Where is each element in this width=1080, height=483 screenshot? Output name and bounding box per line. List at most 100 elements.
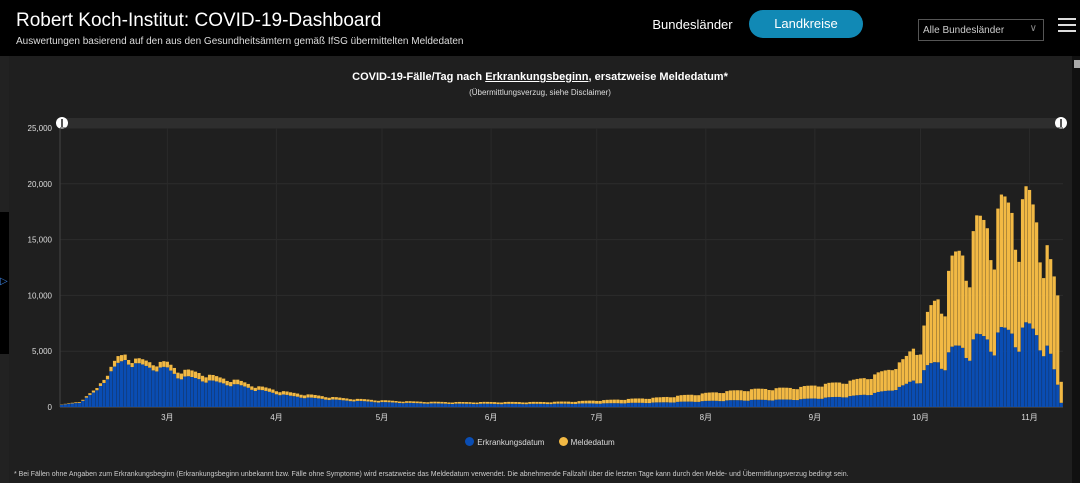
bar-erkrankung[interactable] xyxy=(985,339,989,407)
bar-erkrankung[interactable] xyxy=(317,398,321,407)
bar-erkrankung[interactable] xyxy=(1056,384,1060,407)
bar-erkrankung[interactable] xyxy=(176,378,180,407)
bar-erkrankung[interactable] xyxy=(725,400,729,407)
bar-melde[interactable] xyxy=(556,401,560,404)
bar-melde[interactable] xyxy=(661,397,666,403)
bar-melde[interactable] xyxy=(785,387,789,400)
bar-melde[interactable] xyxy=(528,401,532,404)
bar-melde[interactable] xyxy=(521,402,525,405)
bar-erkrankung[interactable] xyxy=(447,403,451,407)
bar-erkrankung[interactable] xyxy=(764,399,768,407)
bar-erkrankung[interactable] xyxy=(570,403,574,407)
bar-melde[interactable] xyxy=(144,360,148,366)
bar-erkrankung[interactable] xyxy=(116,362,120,407)
bar-erkrankung[interactable] xyxy=(936,362,940,407)
bar-melde[interactable] xyxy=(419,401,423,404)
bar-erkrankung[interactable] xyxy=(398,403,402,407)
bar-melde[interactable] xyxy=(148,362,152,368)
bar-melde[interactable] xyxy=(834,382,838,397)
bar-erkrankung[interactable] xyxy=(901,385,905,407)
bar-melde[interactable] xyxy=(514,401,518,404)
bar-melde[interactable] xyxy=(299,394,303,398)
bar-melde[interactable] xyxy=(243,382,247,387)
bar-erkrankung[interactable] xyxy=(658,402,662,407)
bar-melde[interactable] xyxy=(792,388,796,401)
bar-melde[interactable] xyxy=(257,386,261,390)
bar-melde[interactable] xyxy=(81,399,85,401)
bar-melde[interactable] xyxy=(461,401,465,404)
bar-melde[interactable] xyxy=(302,395,307,399)
bar-melde[interactable] xyxy=(1038,262,1042,351)
bar-melde[interactable] xyxy=(992,269,996,356)
bar-melde[interactable] xyxy=(950,255,954,347)
bar-melde[interactable] xyxy=(855,378,859,396)
bar-melde[interactable] xyxy=(447,402,451,404)
bar-melde[interactable] xyxy=(380,400,384,403)
bar-erkrankung[interactable] xyxy=(968,360,972,407)
bar-erkrankung[interactable] xyxy=(531,403,535,407)
bar-erkrankung[interactable] xyxy=(767,400,771,407)
bar-erkrankung[interactable] xyxy=(637,402,641,407)
bar-erkrankung[interactable] xyxy=(778,399,782,407)
bar-erkrankung[interactable] xyxy=(67,403,71,407)
bar-melde[interactable] xyxy=(932,300,937,363)
bar-erkrankung[interactable] xyxy=(1052,369,1056,407)
bar-melde[interactable] xyxy=(936,299,940,363)
bar-melde[interactable] xyxy=(292,392,296,397)
bar-melde[interactable] xyxy=(260,386,264,391)
bar-melde[interactable] xyxy=(369,399,374,402)
bar-erkrankung[interactable] xyxy=(542,403,546,407)
bar-erkrankung[interactable] xyxy=(756,399,761,407)
bar-erkrankung[interactable] xyxy=(253,391,257,407)
range-slider-track[interactable] xyxy=(60,118,1063,128)
bar-erkrankung[interactable] xyxy=(415,403,419,407)
bar-erkrankung[interactable] xyxy=(809,398,813,407)
bar-melde[interactable] xyxy=(186,369,191,377)
bar-erkrankung[interactable] xyxy=(236,384,240,407)
bar-melde[interactable] xyxy=(795,389,799,401)
bar-erkrankung[interactable] xyxy=(348,401,352,407)
bar-erkrankung[interactable] xyxy=(908,381,912,407)
bar-erkrankung[interactable] xyxy=(626,402,630,407)
bar-melde[interactable] xyxy=(651,397,655,403)
bar-erkrankung[interactable] xyxy=(200,381,205,407)
bar-melde[interactable] xyxy=(911,348,916,381)
bar-melde[interactable] xyxy=(756,388,761,400)
bar-erkrankung[interactable] xyxy=(63,404,67,407)
bar-erkrankung[interactable] xyxy=(939,368,944,407)
bar-erkrankung[interactable] xyxy=(77,402,81,407)
bar-melde[interactable] xyxy=(721,393,725,402)
bar-erkrankung[interactable] xyxy=(929,363,933,407)
bar-melde[interactable] xyxy=(883,370,887,391)
bar-erkrankung[interactable] xyxy=(581,403,585,407)
bar-melde[interactable] xyxy=(482,401,486,404)
bar-erkrankung[interactable] xyxy=(464,403,469,407)
bar-erkrankung[interactable] xyxy=(774,399,778,407)
bar-melde[interactable] xyxy=(317,395,321,399)
bar-melde[interactable] xyxy=(359,398,363,401)
bar-melde[interactable] xyxy=(894,369,898,391)
bar-melde[interactable] xyxy=(904,355,909,384)
bar-erkrankung[interactable] xyxy=(292,396,296,407)
bar-melde[interactable] xyxy=(844,383,849,398)
bar-melde[interactable] xyxy=(778,387,782,400)
bar-melde[interactable] xyxy=(105,375,110,380)
bar-melde[interactable] xyxy=(901,359,905,386)
bar-erkrankung[interactable] xyxy=(1038,350,1042,407)
bar-erkrankung[interactable] xyxy=(672,402,676,407)
bar-erkrankung[interactable] xyxy=(141,364,145,407)
bar-melde[interactable] xyxy=(964,280,968,358)
bar-melde[interactable] xyxy=(925,311,930,366)
bar-melde[interactable] xyxy=(1045,245,1049,346)
bar-melde[interactable] xyxy=(119,355,124,362)
bar-erkrankung[interactable] xyxy=(232,384,236,407)
bar-erkrankung[interactable] xyxy=(665,402,669,407)
bar-melde[interactable] xyxy=(549,402,553,405)
bar-erkrankung[interactable] xyxy=(964,357,968,407)
bar-erkrankung[interactable] xyxy=(179,379,184,407)
bar-melde[interactable] xyxy=(398,401,402,404)
bar-melde[interactable] xyxy=(939,313,944,369)
bar-melde[interactable] xyxy=(281,391,286,395)
bar-erkrankung[interactable] xyxy=(739,400,743,407)
bar-erkrankung[interactable] xyxy=(366,401,370,407)
